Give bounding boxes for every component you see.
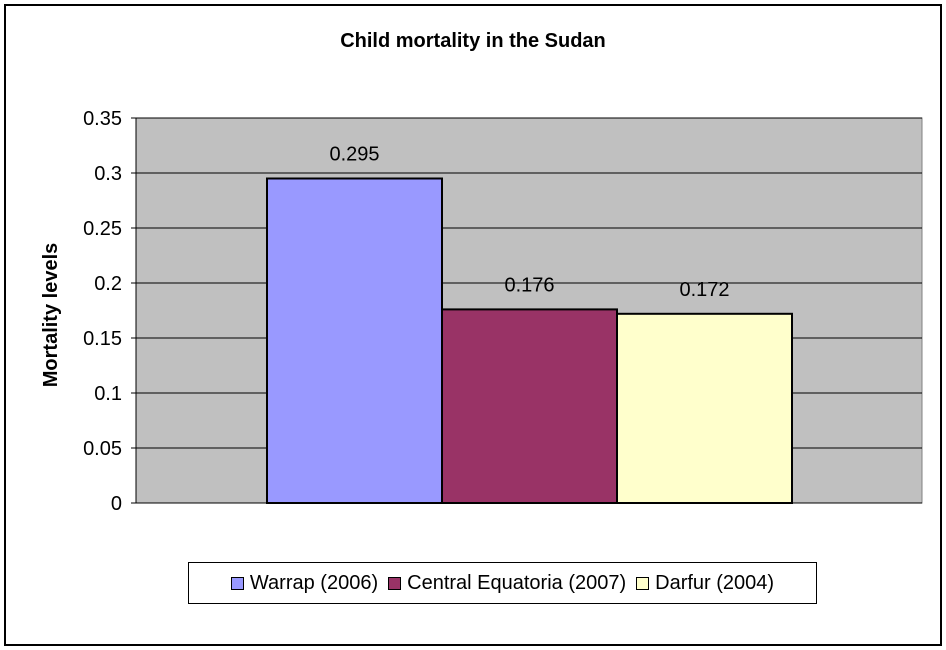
- bar-1: [441, 308, 618, 504]
- y-tick-label: 0.3: [94, 163, 122, 185]
- legend-label-central-equatoria: Central Equatoria (2007): [407, 571, 627, 594]
- legend-item-darfur: Darfur (2004): [636, 572, 774, 595]
- legend-label-warrap: Warrap (2006): [249, 571, 379, 594]
- y-tick-label: 0.1: [94, 383, 122, 405]
- legend-swatch-warrap: [230, 576, 244, 590]
- bars: [266, 177, 793, 504]
- bar-2: [616, 312, 793, 504]
- y-tick-label: 0.2: [94, 273, 122, 295]
- legend-item-warrap: Warrap (2006): [230, 571, 379, 595]
- data-label-0: 0.295: [329, 144, 379, 166]
- bar-0: [266, 177, 443, 504]
- chart-title: Child mortality in the Sudan: [340, 30, 606, 52]
- legend-item-central-equatoria: Central Equatoria (2007): [388, 572, 626, 595]
- y-tick-label: 0.35: [83, 108, 122, 130]
- y-axis-label: Mortality levels: [40, 243, 62, 388]
- y-tick-label: 0: [111, 493, 122, 515]
- legend: Warrap (2006) Central Equatoria (2007) D…: [188, 562, 817, 604]
- legend-swatch-central-equatoria: [388, 576, 402, 590]
- y-tick-label: 0.15: [83, 328, 122, 350]
- data-label-2: 0.172: [679, 279, 729, 301]
- data-labels: 0.295 0.176 0.172: [329, 144, 729, 301]
- y-tick-label: 0.25: [83, 218, 122, 240]
- legend-swatch-darfur: [636, 576, 650, 590]
- y-axis-ticks: 0 0.05 0.1 0.15 0.2 0.25 0.3 0.35: [83, 108, 136, 515]
- legend-label-darfur: Darfur (2004): [655, 571, 775, 594]
- data-label-1: 0.176: [504, 274, 554, 296]
- y-tick-label: 0.05: [83, 438, 122, 460]
